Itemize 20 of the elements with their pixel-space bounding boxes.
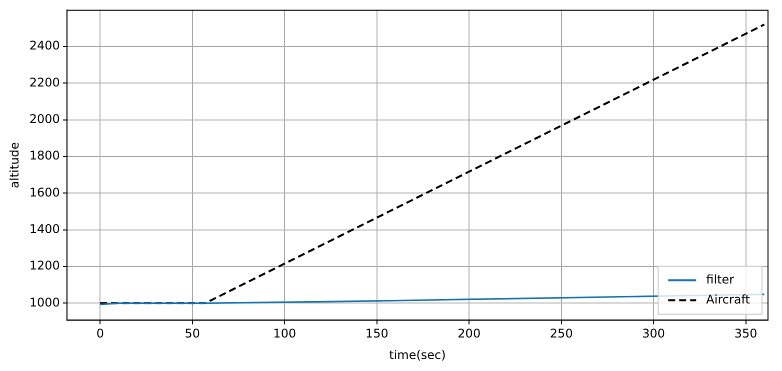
- legend-label: Aircraft: [706, 292, 750, 306]
- y-tick-label: 1600: [29, 185, 60, 200]
- x-tick-label: 300: [642, 326, 666, 341]
- y-tick-label: 2400: [29, 38, 60, 53]
- x-tick-label: 50: [184, 326, 200, 341]
- x-tick-label: 200: [458, 326, 481, 341]
- x-tick-label: 250: [550, 326, 573, 341]
- x-tick-label: 0: [96, 326, 104, 341]
- x-axis-title: time(sec): [389, 348, 446, 362]
- y-tick-label: 2200: [29, 75, 60, 90]
- y-tick-label: 1400: [29, 222, 60, 236]
- y-tick-label: 1200: [29, 258, 60, 273]
- x-tick-label: 100: [273, 326, 296, 341]
- y-axis-title: altitude: [7, 142, 22, 188]
- y-tick-label: 1000: [29, 295, 60, 310]
- legend-label: filter: [706, 272, 734, 286]
- y-tick-label: 1800: [29, 148, 60, 163]
- x-tick-label: 150: [365, 326, 388, 341]
- x-tick-label: 350: [734, 326, 758, 341]
- y-tick-label: 2000: [29, 112, 60, 126]
